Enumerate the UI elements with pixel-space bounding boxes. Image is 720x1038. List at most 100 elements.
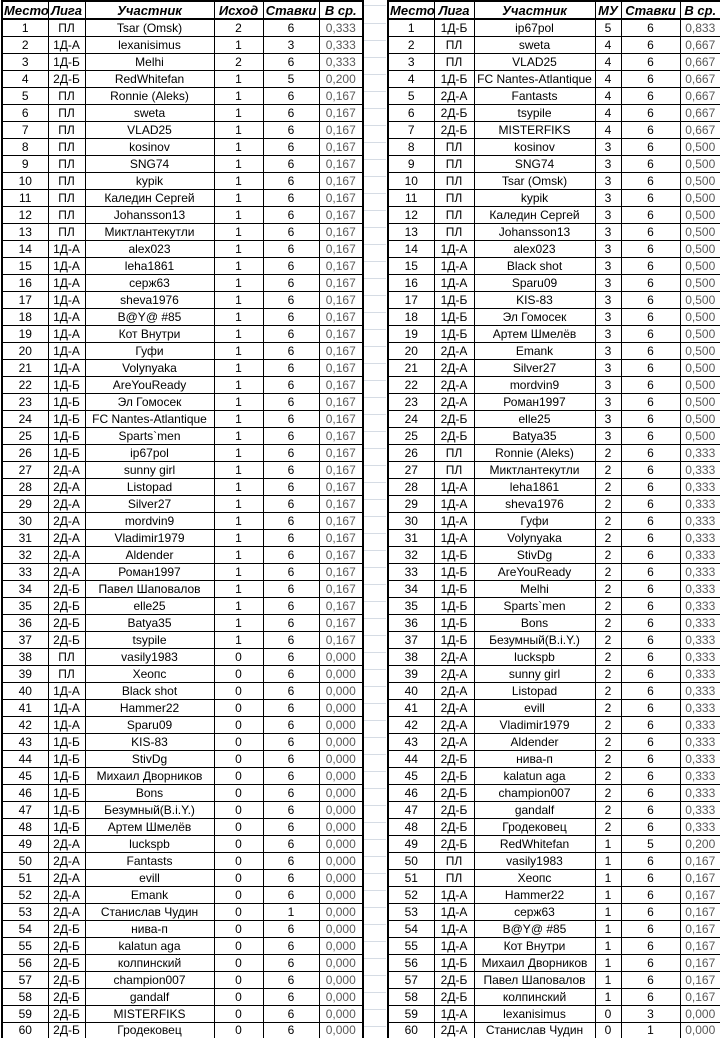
cell-place: 14 <box>1 239 49 258</box>
cell-participant: Tsar (Omsk) <box>84 18 215 37</box>
cell-metric: 0 <box>213 664 264 683</box>
cell-metric: 1 <box>594 953 622 972</box>
cell-participant: Павел Шаповалов <box>473 970 596 989</box>
table-row: 48 2Д-Б Гродековец 2 6 0,333 <box>387 817 720 836</box>
cell-participant: Silver27 <box>473 358 596 377</box>
cell-bets: 6 <box>262 256 320 275</box>
cell-participant: Batya35 <box>84 613 215 632</box>
cell-participant: Bons <box>84 783 215 802</box>
cell-metric: 3 <box>594 222 622 241</box>
cell-league: 1Д-Б <box>47 443 86 462</box>
cell-bets: 6 <box>620 358 681 377</box>
cell-metric: 4 <box>594 52 622 71</box>
cell-bets: 6 <box>620 800 681 819</box>
cell-avg: 0,167 <box>679 902 720 921</box>
cell-league: ПЛ <box>433 154 475 173</box>
cell-place: 23 <box>387 392 435 411</box>
cell-avg: 0,167 <box>318 460 364 479</box>
cell-league: ПЛ <box>47 154 86 173</box>
cell-place: 21 <box>1 358 49 377</box>
cell-avg: 0,333 <box>318 52 364 71</box>
cell-bets: 6 <box>262 120 320 139</box>
cell-league: 2Д-Б <box>47 630 86 649</box>
cell-place: 49 <box>387 834 435 853</box>
cell-avg: 0,500 <box>679 375 720 394</box>
cell-place: 17 <box>387 290 435 309</box>
cell-place: 28 <box>387 477 435 496</box>
cell-league: 1Д-А <box>47 239 86 258</box>
cell-league: ПЛ <box>47 222 86 241</box>
cell-metric: 1 <box>213 154 264 173</box>
cell-metric: 1 <box>213 86 264 105</box>
cell-metric: 1 <box>594 919 622 938</box>
cell-participant: evill <box>473 698 596 717</box>
cell-participant: нива-п <box>84 919 215 938</box>
header-cell-participant: Участник <box>473 0 596 20</box>
cell-avg: 0,000 <box>318 987 364 1006</box>
table-row: 24 1Д-Б FC Nantes-Atlantique 1 6 0,167 <box>1 409 364 428</box>
table-row: 8 ПЛ kosinov 3 6 0,500 <box>387 137 720 156</box>
cell-participant: Sparts`men <box>84 426 215 445</box>
cell-avg: 0,167 <box>318 494 364 513</box>
cell-metric: 1 <box>594 885 622 904</box>
cell-place: 20 <box>387 341 435 360</box>
cell-league: 1Д-А <box>47 324 86 343</box>
cell-bets: 6 <box>262 936 320 955</box>
cell-participant: FC Nantes-Atlantique <box>84 409 215 428</box>
cell-place: 35 <box>1 596 49 615</box>
header-row: Место Лига Участник МУ Ставки В ср. <box>387 0 720 20</box>
cell-bets: 6 <box>620 443 681 462</box>
cell-participant: Hammer22 <box>473 885 596 904</box>
cell-place: 8 <box>387 137 435 156</box>
header-cell-avg: В ср. <box>679 0 720 20</box>
cell-league: ПЛ <box>433 52 475 71</box>
cell-participant: Станислав Чудин <box>473 1021 596 1038</box>
cell-bets: 6 <box>620 154 681 173</box>
cell-league: ПЛ <box>47 188 86 207</box>
cell-participant: Johansson13 <box>84 205 215 224</box>
cell-participant: Михаил Дворников <box>84 766 215 785</box>
cell-bets: 6 <box>620 664 681 683</box>
cell-metric: 3 <box>594 409 622 428</box>
cell-metric: 1 <box>213 171 264 190</box>
cell-metric: 1 <box>213 528 264 547</box>
cell-metric: 2 <box>594 596 622 615</box>
cell-avg: 0,333 <box>679 766 720 785</box>
table-row: 54 2Д-Б нива-п 0 6 0,000 <box>1 919 364 938</box>
cell-bets: 6 <box>262 885 320 904</box>
header-cell-avg: В ср. <box>318 0 364 20</box>
cell-avg: 0,000 <box>318 681 364 700</box>
cell-place: 39 <box>387 664 435 683</box>
cell-league: 2Д-А <box>433 681 475 700</box>
cell-metric: 1 <box>594 902 622 921</box>
cell-avg: 0,167 <box>679 953 720 972</box>
cell-participant: колпинский <box>84 953 215 972</box>
table-row: 39 2Д-А sunny girl 2 6 0,333 <box>387 664 720 683</box>
table-row: 15 1Д-А leha1861 1 6 0,167 <box>1 256 364 275</box>
cell-metric: 0 <box>594 1021 622 1038</box>
cell-bets: 6 <box>620 341 681 360</box>
cell-metric: 0 <box>213 783 264 802</box>
cell-participant: Гуфи <box>473 511 596 530</box>
cell-participant: mordvin9 <box>473 375 596 394</box>
header-cell-place: Место <box>1 0 49 20</box>
cell-place: 54 <box>1 919 49 938</box>
cell-avg: 0,333 <box>679 613 720 632</box>
cell-bets: 6 <box>620 715 681 734</box>
cell-bets: 6 <box>262 52 320 71</box>
cell-league: 1Д-А <box>433 1004 475 1023</box>
cell-avg: 0,167 <box>318 324 364 343</box>
cell-bets: 6 <box>262 375 320 394</box>
cell-participant: StivDg <box>473 545 596 564</box>
cell-metric: 2 <box>594 698 622 717</box>
cell-avg: 0,167 <box>679 885 720 904</box>
cell-bets: 6 <box>262 749 320 768</box>
cell-bets: 6 <box>620 137 681 156</box>
cell-league: 2Д-А <box>433 86 475 105</box>
cell-place: 54 <box>387 919 435 938</box>
cell-place: 32 <box>1 545 49 564</box>
cell-participant: Миктлантекутли <box>84 222 215 241</box>
cell-participant: sheva1976 <box>473 494 596 513</box>
table-row: 10 ПЛ kypik 1 6 0,167 <box>1 171 364 190</box>
cell-metric: 1 <box>213 358 264 377</box>
